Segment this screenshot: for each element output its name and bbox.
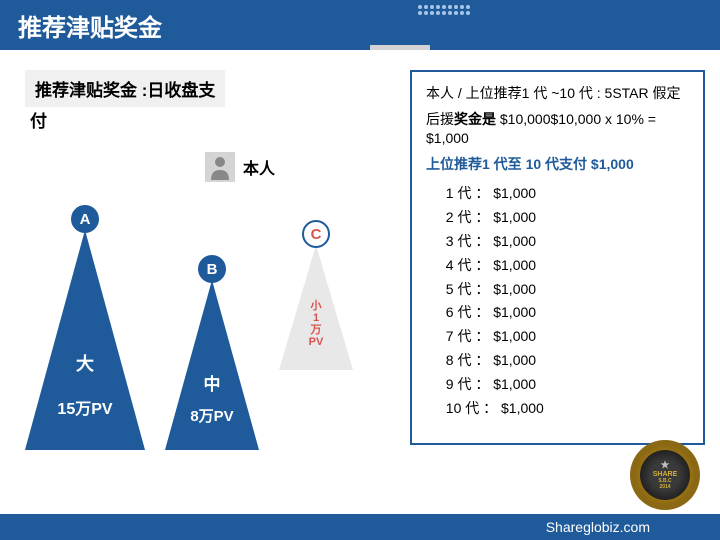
share-badge: ★ SHARE S.B.C 2014 [630, 440, 700, 510]
triangle-b: B 中 8万PV [165, 255, 259, 450]
tri-a-size: 大 [65, 350, 105, 376]
page-title: 推荐津贴奖金 [18, 8, 162, 43]
person-label: 本人 [243, 155, 275, 179]
right-line1: 本人 / 上位推荐1 代 ~10 代 : 5STAR 假定 [426, 84, 689, 104]
decorative-dots [418, 5, 470, 15]
circle-b: B [198, 255, 226, 283]
triangle-diagram: A 大 15万PV B 中 8万PV C 小 [25, 190, 395, 450]
right-line2: 后援奖金是 $10,000$10,000 x 10% = $1,000 [426, 110, 689, 149]
circle-a: A [71, 205, 99, 233]
generation-list: 1 代 ： $1,000 2 代 ： $1,000 3 代 ： $1,000 4… [438, 182, 689, 420]
generation-item: 3 代 ： $1,000 [438, 230, 689, 254]
right-panel: 本人 / 上位推荐1 代 ~10 代 : 5STAR 假定 后援奖金是 $10,… [410, 70, 705, 445]
generation-item: 7 代 ： $1,000 [438, 325, 689, 349]
tri-b-size: 中 [197, 370, 227, 395]
subtitle-cont: 付 [25, 107, 395, 132]
generation-item: 4 代 ： $1,000 [438, 254, 689, 278]
tri-c-text: 小 1万 PV [309, 300, 324, 348]
badge-year: 2014 [659, 484, 670, 490]
generation-item: 1 代 ： $1,000 [438, 182, 689, 206]
subtitle: 推荐津贴奖金 :日收盘支 [25, 70, 225, 107]
circle-c: C [302, 220, 330, 248]
person-marker: 本人 [205, 152, 395, 182]
generation-item: 6 代 ： $1,000 [438, 301, 689, 325]
badge-star-icon: ★ [661, 460, 670, 471]
triangle-c: C 小 1万 PV [279, 220, 353, 370]
header-accent [370, 45, 430, 50]
badge-name: SHARE [653, 471, 678, 478]
main-content: 推荐津贴奖金 :日收盘支 付 本人 A 大 15万PV B [0, 50, 720, 450]
page-footer: Shareglobiz.com [0, 514, 720, 540]
generation-item: 9 代 ： $1,000 [438, 373, 689, 397]
page-header: 推荐津贴奖金 [0, 0, 720, 50]
right-line3: 上位推荐1 代至 10 代支付 $1,000 [426, 155, 689, 175]
person-icon [205, 152, 235, 182]
generation-item: 8 代 ： $1,000 [438, 349, 689, 373]
left-column: 推荐津贴奖金 :日收盘支 付 本人 A 大 15万PV B [25, 70, 395, 450]
tri-a-pv: 15万PV [50, 395, 120, 419]
tri-b-pv: 8万PV [182, 405, 242, 426]
generation-item: 10 代 ： $1,000 [438, 397, 689, 421]
generation-item: 5 代 ： $1,000 [438, 278, 689, 302]
triangle-a: A 大 15万PV [25, 205, 145, 450]
generation-item: 2 代 ： $1,000 [438, 206, 689, 230]
